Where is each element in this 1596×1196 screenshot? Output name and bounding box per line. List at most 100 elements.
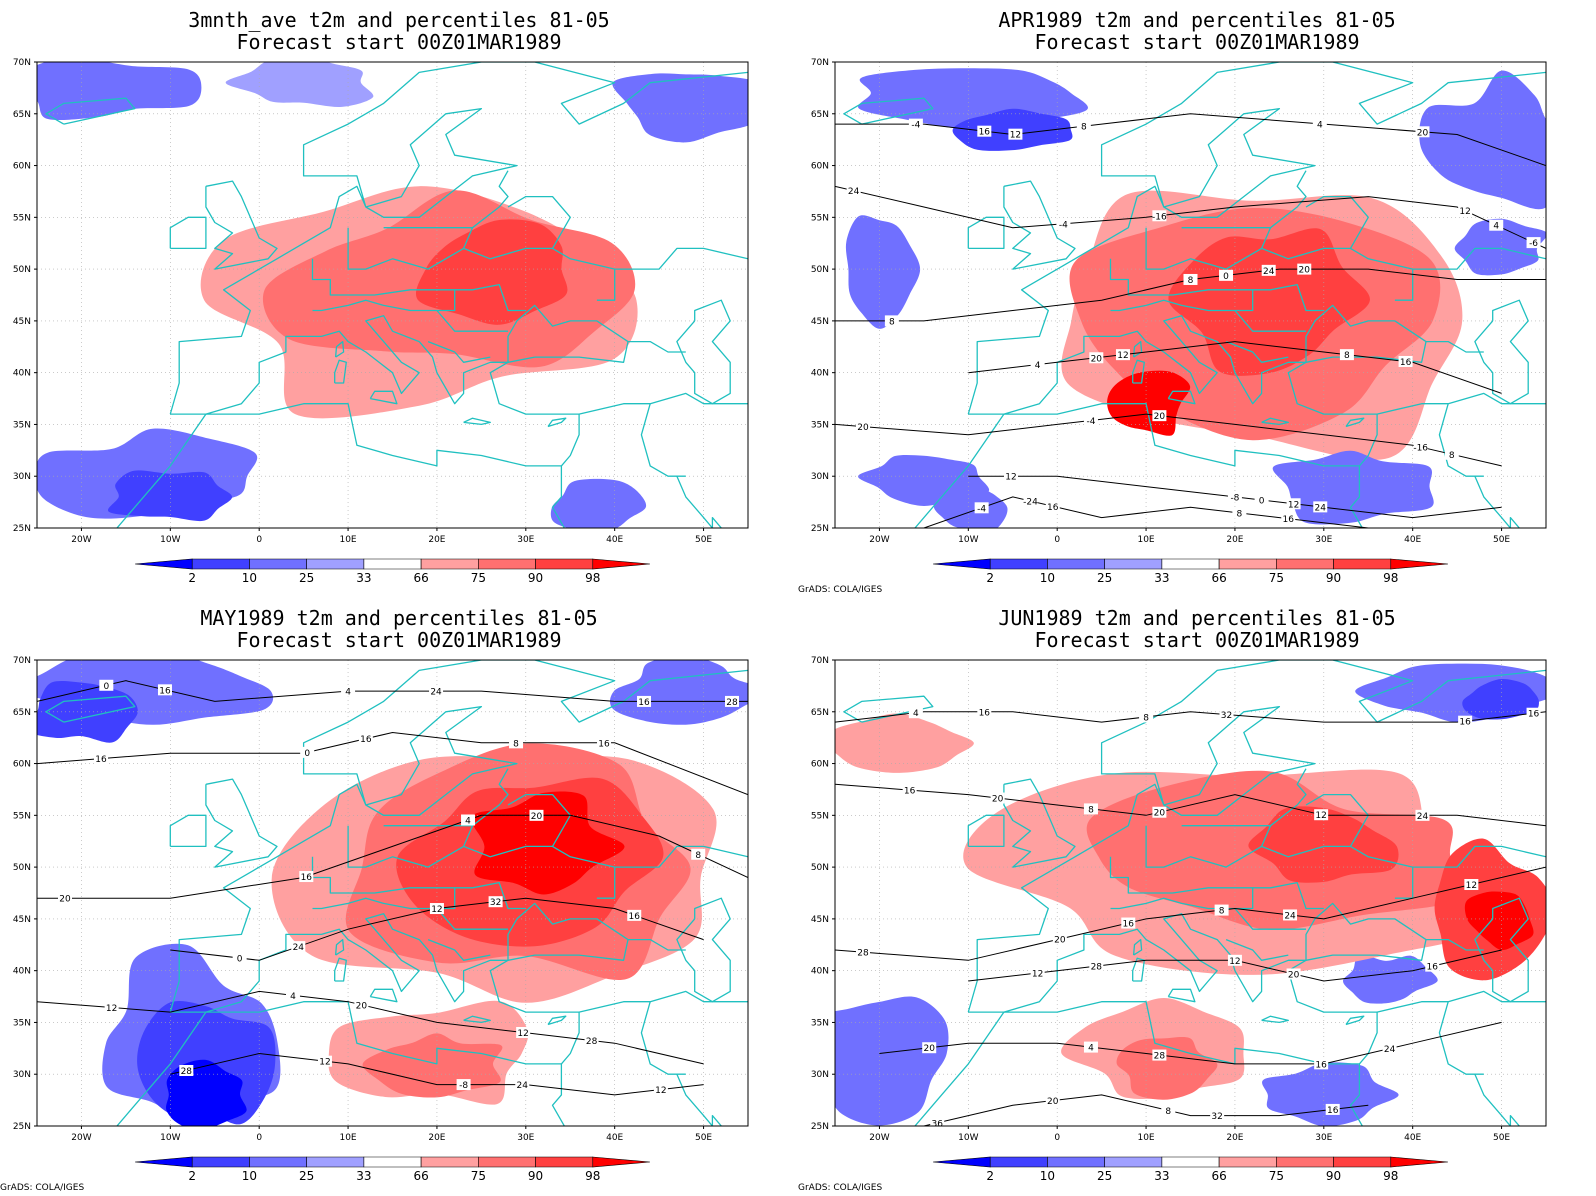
shaded-region	[845, 215, 921, 329]
svg-text:16: 16	[598, 739, 610, 749]
svg-text:-16: -16	[1413, 444, 1428, 454]
svg-text:12: 12	[1005, 473, 1016, 483]
latitude-tick-label: 55N	[811, 213, 829, 223]
contour-label: 32	[1219, 709, 1234, 721]
svg-text:20: 20	[59, 895, 71, 905]
latitude-tick-label: 30N	[13, 472, 31, 482]
panel-june: JUN1989 t2m and percentiles 81-05 Foreca…	[798, 598, 1596, 1196]
shaded-region	[1248, 806, 1399, 883]
colorbar-label: 10	[1040, 1169, 1055, 1183]
coastline	[1109, 856, 1254, 910]
svg-text:20: 20	[1154, 809, 1166, 819]
longitude-tick-label: 50E	[695, 1133, 712, 1143]
coastline	[347, 227, 474, 270]
coastline	[676, 475, 748, 528]
longitude-tick-label: 40E	[1404, 1133, 1421, 1143]
colorbar-swatch	[363, 1156, 422, 1168]
coastline	[578, 990, 748, 1013]
colorbar-swatch	[1161, 1156, 1220, 1168]
latitude-tick-label: 60N	[811, 162, 829, 172]
contour-label: 24	[515, 1079, 530, 1091]
contour-label: 12	[1286, 498, 1301, 510]
contour-line	[968, 341, 1502, 394]
coastline	[1438, 1001, 1484, 1075]
panel-title: JUN1989 t2m and percentiles 81-05	[998, 606, 1396, 630]
contour-label: 12	[1115, 349, 1130, 361]
svg-text:12: 12	[1032, 969, 1043, 979]
coastline	[170, 913, 580, 1065]
svg-text:16: 16	[159, 686, 171, 696]
svg-text:24: 24	[1315, 503, 1327, 513]
colorbar-label: 66	[413, 571, 428, 585]
colorbar: 2 10 25 33 66 75 90 98	[134, 558, 651, 585]
shaded-region	[37, 681, 138, 743]
contour-label: 12	[1003, 470, 1018, 483]
svg-text:32: 32	[1211, 1112, 1222, 1122]
longitude-tick-label: 30E	[517, 535, 534, 545]
coastline	[463, 845, 616, 899]
contour-label: -8	[1227, 491, 1242, 503]
colorbar-swatch	[1333, 558, 1392, 570]
svg-text:0: 0	[1259, 497, 1265, 507]
latitude-tick-label: 50N	[13, 265, 31, 275]
contour-label: 12	[104, 1002, 119, 1014]
svg-text:4: 4	[1088, 1044, 1094, 1054]
longitude-tick-label: 30E	[517, 1133, 534, 1143]
contour-label: 0	[1219, 269, 1234, 282]
svg-text:20: 20	[1047, 1097, 1059, 1107]
svg-text:0: 0	[237, 955, 243, 965]
coastline	[1145, 227, 1272, 270]
longitude-tick-label: 30E	[1315, 535, 1332, 545]
contour-label: 12	[1464, 879, 1479, 891]
coastline	[547, 417, 567, 428]
colorbar-swatch	[1218, 558, 1277, 570]
coastline	[1234, 908, 1306, 930]
contour-label: 4	[908, 707, 923, 719]
svg-text:-8: -8	[1230, 493, 1239, 503]
contour-label: 20	[57, 892, 72, 905]
contour-label: 16	[1398, 355, 1413, 368]
shaded-region	[1168, 228, 1370, 376]
coastline	[614, 845, 748, 868]
longitude-tick-label: 40E	[606, 1133, 623, 1143]
longitude-tick-label: 40E	[1404, 535, 1421, 545]
contour-label: 16	[627, 909, 642, 922]
contour-label: 8	[884, 315, 899, 327]
contour-label: 24	[1261, 264, 1276, 277]
shaded-region	[610, 660, 748, 725]
colorbar-swatch	[191, 558, 250, 570]
latitude-tick-label: 45N	[13, 317, 31, 327]
longitude-tick-label: 40E	[606, 535, 623, 545]
map-plot: -4-404-40-444888-881212812-16121616-1620…	[811, 58, 1547, 585]
coastline	[169, 216, 207, 250]
svg-text:4: 4	[1317, 120, 1323, 130]
coastline	[628, 938, 686, 951]
latitude-tick-label: 35N	[811, 1018, 829, 1028]
svg-text:28: 28	[181, 1067, 193, 1077]
colorbar-swatch	[932, 558, 991, 570]
latitude-tick-label: 25N	[13, 1122, 31, 1132]
coastline	[1426, 938, 1484, 951]
coastline	[334, 359, 347, 384]
colorbar-swatch	[420, 558, 479, 570]
longitude-labels: 20W 10W 0 10E 20E 30E 40E 50E	[71, 528, 712, 545]
coastline	[914, 1011, 1005, 1126]
svg-text:4: 4	[345, 688, 351, 698]
coastline	[1349, 1063, 1364, 1126]
shaded-region	[1462, 678, 1539, 720]
coastline	[578, 392, 748, 415]
contour-label: 24	[429, 685, 444, 698]
contour-label: 20	[1089, 352, 1104, 364]
coastline	[1132, 359, 1145, 384]
contour-label: -4	[1056, 218, 1071, 230]
coastline	[436, 310, 508, 332]
coastline	[1003, 1001, 1360, 1065]
contour-label: 16	[1314, 1058, 1329, 1070]
contour-label: 4	[285, 989, 300, 1002]
contour-label: 20	[529, 809, 544, 822]
shaded-region	[1419, 70, 1546, 210]
shaded-region	[933, 476, 1008, 528]
coastline	[1412, 845, 1546, 868]
coastline	[463, 247, 616, 301]
svg-text:8: 8	[1219, 907, 1225, 917]
